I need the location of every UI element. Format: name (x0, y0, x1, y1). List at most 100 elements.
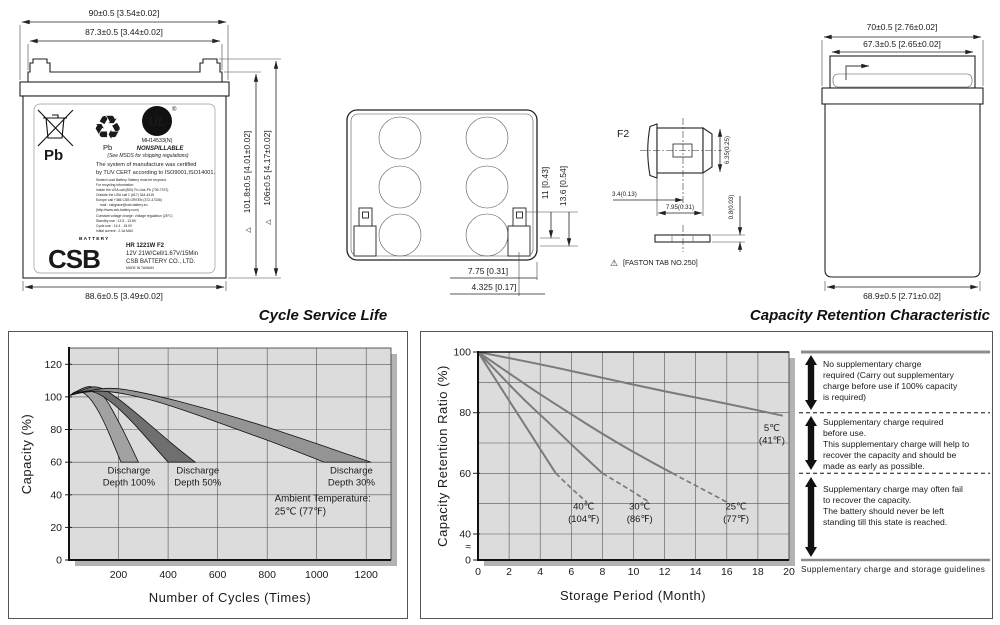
series-label: (86℉) (627, 514, 653, 525)
x-axis-title: Storage Period (Month) (560, 588, 706, 603)
zone-range-arrow (805, 477, 817, 557)
nonspillable-text: NONSPILLABLE (137, 146, 185, 152)
x-tick-label: 6 (568, 566, 574, 578)
side-view: 70±0.5 [2.76±0.02] 67.3±0.5 [2.65±0.02] … (821, 22, 984, 301)
x-tick-label: 1200 (355, 569, 379, 581)
fine-print-line: Initial current : 2.1A MAX (96, 229, 134, 233)
terminal-base (353, 225, 377, 257)
y-tick-label: 60 (50, 457, 62, 469)
label-fine-print: Sealed Lead Battery. Battery must be rec… (96, 178, 173, 233)
side-lid-inner (832, 73, 973, 88)
terminal-hole (516, 211, 523, 219)
retention-curve-dashed (672, 472, 728, 503)
x-tick-label: 0 (475, 566, 481, 578)
y-tick-label: 0 (465, 555, 471, 567)
side-dim-width-outer: 70±0.5 [2.76±0.02] (867, 22, 938, 32)
zone-text-line: Supplementary charge required (823, 417, 944, 427)
front-dim-height-body: 101.8±0.5 [4.01±0.02] (242, 131, 252, 214)
series-label: 5℃ (764, 423, 780, 434)
battery-lid (27, 58, 223, 83)
cell-circle (465, 165, 509, 209)
ul-logo-text: UL (148, 114, 165, 129)
warning-triangle-icon: ⚠ (610, 258, 618, 268)
side-dim-width-bottom: 68.9±0.5 [2.71±0.02] (863, 291, 941, 301)
fine-print-line: Inside the USA call (800) Po-Use-Pb (739… (96, 188, 168, 192)
series-label: (104℉) (568, 514, 599, 525)
cell-circle (378, 116, 422, 160)
model-number: HR 1221W F2 (126, 243, 165, 249)
top-dim-tab-b: 13.6 [0.54] (558, 166, 568, 206)
retention-curve-dashed (555, 472, 588, 503)
front-dim-width-inner: 87.3±0.5 [3.44±0.02] (85, 27, 163, 37)
front-dim-width-bottom: 88.6±0.5 [3.49±0.02] (85, 291, 163, 301)
zone-text-line: No supplementary charge (823, 359, 922, 369)
zone-text-line: before use. (823, 428, 866, 438)
side-case-body (824, 103, 981, 278)
zone-text-line: Supplementary charge may often fail (823, 484, 963, 494)
y-tick-label: 100 (453, 347, 471, 359)
cell-circle (465, 116, 509, 160)
band-label: Discharge (330, 466, 373, 477)
fine-print-line: Europe call +386 CSB GREEN (372-47336) (96, 198, 162, 202)
discharge-band (70, 387, 372, 463)
y-tick-label: 40 (50, 489, 62, 501)
band-label: Depth 50% (174, 478, 222, 489)
recycle-icon: ♻ (93, 109, 123, 146)
series-label: 30℃ (629, 502, 651, 513)
zone-text-line: recover the capacity and should be (823, 450, 957, 460)
x-tick-label: 800 (258, 569, 276, 581)
fine-print-line: Outside the USA call 1 (617) 344-4415 (96, 193, 154, 197)
guidelines-caption: Supplementary charge and storage guideli… (801, 565, 985, 574)
y-tick-label: 80 (459, 407, 471, 419)
series-label: 40℃ (573, 502, 595, 513)
band-label: Discharge (176, 466, 219, 477)
y-tick-label: 20 (50, 522, 62, 534)
top-dim-tab-d: 4.325 [0.17] (472, 282, 517, 292)
origin-text: MADE IN TAIWAN (126, 266, 154, 270)
x-tick-label: 12 (659, 566, 671, 578)
battery-label (33, 103, 216, 274)
fine-print-line: For recycling information: (96, 183, 134, 187)
zone-text-line: charge before use if 100% capacity (823, 381, 958, 391)
recycle-pb-label: Pb (103, 143, 112, 152)
top-dim-tab-a: 11 [0.43] (540, 167, 550, 199)
battery-case-band (19, 81, 230, 97)
capacity-retention-chart: 0 2 4 6 8 10 12 14 16 18 20 0 40 60 80 100 ≈5℃(41℉) 25℃(7… (435, 347, 990, 603)
terminal-detail: F2 6.35(0.25) 3.4(0.13) 7.95(0.31) 0.8(0… (610, 118, 745, 268)
y-tick-label: 100 (44, 391, 62, 403)
y-tick-label: 80 (50, 424, 62, 436)
terminal-dim-width-small: 3.4(0.13) (612, 191, 637, 198)
fine-print-line: Cycle use : 14.4 - 15.0V (96, 224, 133, 228)
series-label: (77℉) (723, 514, 749, 525)
band-label: Discharge (108, 466, 151, 477)
retention-curve-solid (477, 351, 557, 474)
cert-line: The system of manufacture was certified (96, 162, 196, 168)
retention-curve-solid (477, 351, 784, 417)
zone-range-arrow (805, 355, 817, 410)
tab-edge-view (654, 234, 711, 243)
terminal-flange (647, 123, 658, 179)
front-dim-width-outer: 90±0.5 [3.54±0.02] (89, 8, 160, 18)
retention-curve-solid (477, 351, 673, 475)
pb-no-trash-icon (37, 109, 74, 147)
x-tick-label: 200 (110, 569, 128, 581)
terminal-name: F2 (617, 128, 629, 140)
x-axis-title: Number of Cycles (Times) (149, 590, 311, 605)
axis-break-mark: ≈ (465, 541, 471, 553)
zone-text-line: The battery should never be left (823, 506, 944, 516)
cell-circle (378, 213, 422, 257)
series-label: (41℉) (759, 435, 785, 446)
brand-battery-text: BATTERY (79, 236, 110, 242)
top-dim-tab-c: 7.75 [0.31] (468, 266, 508, 276)
top-view-case (346, 109, 538, 261)
side-lid (829, 55, 976, 89)
side-case-band (821, 87, 984, 105)
zone-text-line: made as early as possible. (823, 461, 925, 471)
company-name: CSB BATTERY CO., LTD. (126, 259, 196, 265)
side-terminal-mark (845, 63, 870, 80)
ul-logo-icon (142, 106, 172, 136)
cycle-service-life-chart: 200 400 600 800 1000 1200 0 20 40 60 80 100 120 Disch… (19, 347, 397, 605)
x-tick-label: 8 (599, 566, 605, 578)
zone-text-line: to recover the capacity. (823, 495, 911, 505)
